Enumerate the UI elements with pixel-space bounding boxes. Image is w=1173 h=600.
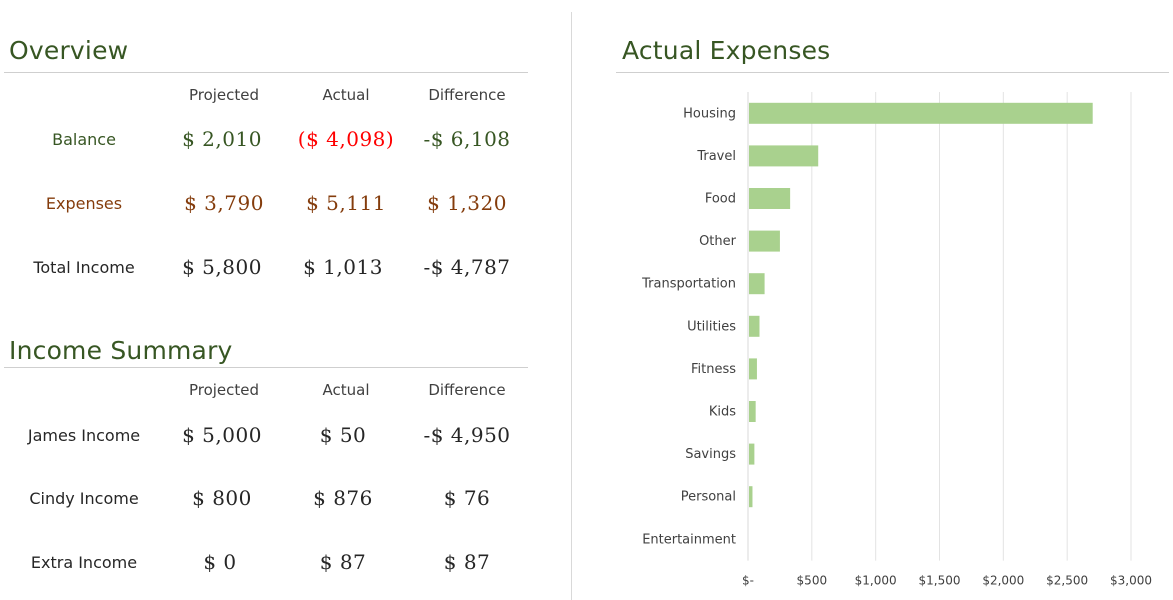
- income-summary-title: Income Summary: [9, 336, 233, 365]
- row-label: Extra Income: [30, 553, 138, 572]
- income-col-difference: Difference: [428, 381, 506, 399]
- bar-housing: [749, 102, 1093, 124]
- row-label: Total Income: [33, 258, 135, 277]
- difference-value: -$ 4,787: [423, 255, 511, 279]
- chart-panel: Actual Expenses Housing Travel Food Other Tr…: [600, 0, 1173, 600]
- category-label: Housing: [683, 106, 736, 121]
- bar-savings: [749, 443, 755, 465]
- row-label: Expenses: [45, 194, 123, 213]
- bar-transportation: [749, 273, 765, 295]
- overview-title: Overview: [9, 36, 129, 65]
- category-label: Personal: [681, 490, 736, 505]
- category-label: Fitness: [691, 362, 736, 377]
- category-label: Other: [699, 234, 737, 249]
- actual-value: $ 50: [319, 423, 367, 447]
- actual-value: $ 1,013: [303, 255, 383, 279]
- panel-divider: [571, 12, 572, 600]
- projected-value: $ 5,000: [182, 423, 262, 447]
- row-label: Balance: [52, 130, 116, 149]
- income-col-actual: Actual: [322, 381, 370, 399]
- projected-value: $ 800: [192, 486, 252, 510]
- difference-value: $ 1,320: [427, 191, 507, 215]
- difference-value: -$ 4,950: [423, 423, 511, 447]
- difference-value: -$ 6,108: [423, 127, 511, 151]
- bar-personal: [749, 486, 753, 508]
- x-tick-label: $3,000: [1110, 574, 1152, 588]
- overview-divider: [4, 72, 528, 73]
- actual-value: $ 5,111: [306, 191, 386, 215]
- bar-food: [749, 188, 791, 209]
- category-label: Entertainment: [642, 532, 736, 547]
- difference-value: $ 87: [443, 550, 491, 574]
- x-tick-label: $1,000: [855, 574, 897, 588]
- projected-value: $ 3,790: [184, 191, 264, 215]
- bar-kids: [749, 401, 756, 422]
- bar-travel: [749, 145, 819, 167]
- bar-other: [749, 230, 780, 252]
- actual-value: $ 876: [313, 486, 373, 510]
- category-label: Utilities: [687, 319, 736, 334]
- left-panel: Overview Projected Actual Difference Bal…: [0, 0, 530, 600]
- chart-title-divider: [616, 72, 1169, 73]
- projected-value: $ 5,800: [182, 255, 262, 279]
- difference-value: $ 76: [443, 486, 491, 510]
- x-tick-label: $-: [742, 574, 754, 588]
- x-tick-label: $500: [797, 574, 828, 588]
- x-tick-label: $2,500: [1046, 574, 1088, 588]
- expenses-bar-chart: Housing Travel Food Other Transportation Util…: [641, 92, 1152, 588]
- category-label: Travel: [696, 149, 736, 164]
- overview-col-projected: Projected: [188, 86, 260, 104]
- x-tick-label: $2,000: [982, 574, 1024, 588]
- row-label: James Income: [27, 426, 141, 445]
- actual-value: ($ 4,098): [297, 127, 395, 151]
- bar-utilities: [749, 315, 760, 337]
- projected-value: $ 0: [203, 550, 237, 574]
- income-col-projected: Projected: [188, 381, 260, 399]
- category-label: Transportation: [641, 277, 736, 292]
- projected-value: $ 2,010: [182, 127, 262, 151]
- category-label: Savings: [685, 447, 736, 462]
- actual-value: $ 87: [319, 550, 367, 574]
- bar-fitness: [749, 358, 757, 380]
- overview-col-actual: Actual: [322, 86, 370, 104]
- chart-title: Actual Expenses: [622, 36, 831, 65]
- category-label: Food: [705, 192, 736, 207]
- category-label: Kids: [709, 405, 736, 420]
- x-tick-label: $1,500: [919, 574, 961, 588]
- row-label: Cindy Income: [29, 489, 139, 508]
- income-summary-divider: [4, 367, 528, 368]
- overview-col-difference: Difference: [428, 86, 506, 104]
